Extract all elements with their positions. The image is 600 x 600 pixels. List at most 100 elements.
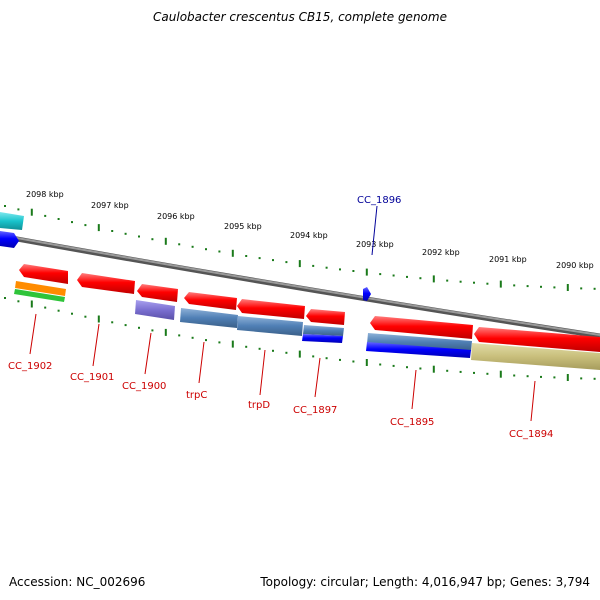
- minor-tick: [312, 264, 315, 267]
- feature-cc1897: [306, 309, 345, 325]
- feature-cc1897-steel: [303, 325, 344, 336]
- gene-label: CC_1895: [390, 417, 434, 428]
- minor-tick: [285, 261, 288, 264]
- minor-tick: [553, 286, 556, 289]
- minor-tick: [392, 274, 395, 277]
- gene-label: trpD: [248, 400, 270, 411]
- major-tick: [30, 208, 33, 216]
- feature-cc1894: [474, 327, 600, 352]
- map-title: Caulobacter crescentus CB15, complete ge…: [153, 10, 447, 24]
- minor-tick: [352, 270, 355, 272]
- major-tick: [298, 260, 301, 268]
- gene-label: CC_1894: [509, 429, 553, 440]
- gene-label: trpC: [186, 390, 207, 401]
- minor-tick: [44, 306, 47, 309]
- minor-tick: [124, 324, 127, 327]
- minor-tick: [526, 375, 529, 378]
- minor-tick: [44, 214, 47, 217]
- minor-tick: [406, 275, 408, 278]
- minor-tick: [593, 377, 596, 380]
- minor-tick: [540, 375, 542, 378]
- minor-tick: [406, 366, 408, 369]
- minor-tick: [138, 326, 140, 329]
- minor-tick: [419, 277, 422, 280]
- minor-tick: [218, 341, 221, 344]
- major-tick: [231, 340, 234, 348]
- tick-label: 2092 kbp: [422, 248, 460, 257]
- genome-backbone: [0, 233, 600, 339]
- feature-cc1900: [137, 284, 178, 302]
- minor-tick: [513, 284, 516, 287]
- major-tick: [499, 280, 502, 288]
- minor-tick: [459, 370, 462, 373]
- tick-label: 2098 kbp: [26, 190, 64, 199]
- minor-tick: [352, 360, 355, 363]
- gene-label: CC_1897: [293, 405, 337, 416]
- minor-tick: [325, 266, 328, 269]
- minor-tick: [151, 238, 154, 241]
- minor-tick: [325, 357, 328, 360]
- tick-labels: 2098 kbp 2097 kbp 2096 kbp 2095 kbp 2094…: [26, 190, 594, 270]
- minor-tick: [446, 279, 449, 282]
- minor-tick: [312, 355, 315, 358]
- minor-tick: [285, 351, 288, 354]
- minor-tick: [218, 250, 221, 253]
- feature-green: [14, 289, 65, 302]
- major-tick: [365, 359, 368, 366]
- minor-tick: [4, 205, 6, 207]
- minor-tick: [17, 300, 20, 303]
- feature-trpc-steel: [180, 308, 238, 328]
- major-tick: [365, 268, 368, 276]
- gene-label: CC_1902: [8, 361, 52, 372]
- feature-cc1896: [363, 287, 371, 301]
- major-tick: [432, 365, 435, 373]
- accession-text: Accession: NC_002696: [9, 575, 146, 589]
- minor-tick: [379, 363, 382, 366]
- minor-tick: [473, 281, 475, 284]
- minor-tick: [339, 358, 341, 361]
- minor-tick: [580, 377, 583, 380]
- minor-tick: [486, 282, 489, 285]
- minor-tick: [178, 243, 181, 246]
- feature-orange: [15, 281, 66, 296]
- coordinate-scale: [4, 205, 596, 291]
- major-tick: [499, 370, 502, 378]
- minor-tick: [205, 248, 207, 251]
- lower-dotted-track: [4, 297, 596, 381]
- gene-labels: CC_1902 CC_1901 CC_1900 trpC trpD CC_189…: [8, 195, 553, 440]
- feature-cc1902: [19, 264, 68, 284]
- feature-trpd-steel: [237, 316, 303, 336]
- feature-trpc: [184, 292, 237, 310]
- minor-tick: [245, 255, 248, 257]
- minor-tick: [272, 259, 274, 262]
- major-tick: [231, 249, 234, 257]
- label-leaders: [29, 205, 536, 422]
- minor-tick: [446, 369, 449, 372]
- tick-label: 2095 kbp: [224, 222, 262, 231]
- forward-features: [0, 212, 371, 301]
- feature-trpd: [237, 299, 305, 319]
- major-tick: [566, 374, 569, 381]
- minor-tick: [258, 257, 261, 260]
- minor-tick: [111, 230, 114, 232]
- minor-tick: [124, 232, 127, 235]
- minor-tick: [258, 347, 261, 350]
- minor-tick: [57, 218, 60, 220]
- feature-cc1897-blue: [302, 334, 343, 343]
- minor-tick: [245, 345, 248, 348]
- minor-tick: [513, 374, 516, 377]
- feature-blue-arrow: [0, 231, 19, 248]
- minor-tick: [191, 245, 194, 248]
- major-tick: [97, 315, 100, 323]
- minor-tick: [111, 321, 114, 324]
- major-tick: [164, 237, 167, 245]
- feature-cc1895-blue: [366, 342, 471, 358]
- minor-tick: [392, 364, 395, 367]
- major-tick: [298, 350, 301, 358]
- feature-cyan: [0, 212, 24, 230]
- gene-label: CC_1901: [70, 372, 114, 383]
- minor-tick: [71, 221, 73, 224]
- minor-tick: [151, 329, 154, 332]
- reverse-features: [14, 264, 600, 370]
